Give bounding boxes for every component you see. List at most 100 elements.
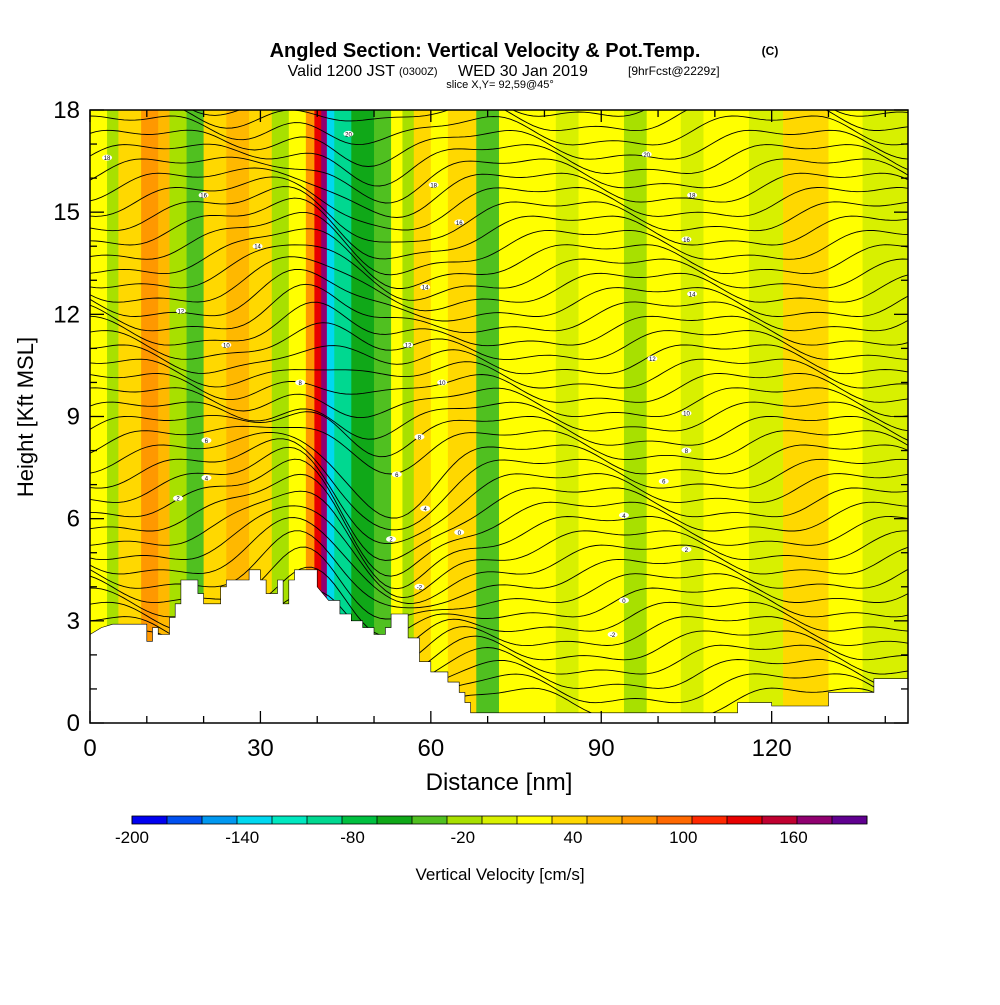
theta-label-bg-28	[658, 478, 669, 485]
colorbar-bin-17	[727, 816, 763, 824]
colorbar-bin-3	[237, 816, 273, 824]
colorbar-bin-14	[622, 816, 658, 824]
y-tick-label-5: 15	[53, 199, 80, 226]
y-axis-label: Height [Kft MSL]	[13, 337, 38, 497]
velocity-band-13	[314, 110, 322, 723]
velocity-band-1	[107, 110, 119, 723]
y-tick-label-3: 9	[67, 404, 80, 431]
theta-label-bg-21	[641, 151, 652, 158]
theta-contour-34	[90, 186, 908, 243]
theta-label-24: 14	[689, 292, 696, 298]
theta-label-bg-22	[687, 192, 698, 199]
theta-label-11: 16	[456, 221, 463, 227]
theta-label-30: 2	[685, 548, 689, 554]
x-tick-label-4: 120	[752, 735, 792, 762]
colorbar-tick-label-5: 100	[669, 828, 697, 847]
velocity-band-16	[334, 110, 352, 723]
velocity-band-19	[391, 110, 403, 723]
theta-contour-31	[90, 228, 908, 289]
theta-label-20: -2	[417, 585, 423, 591]
theta-label-2: 14	[254, 245, 261, 251]
colorbar-bin-19	[797, 816, 833, 824]
colorbar-bin-1	[167, 816, 203, 824]
colorbar-bin-8	[412, 816, 448, 824]
chart-title-unit: (C)	[762, 44, 779, 58]
theta-label-29: 4	[622, 514, 626, 520]
theta-contour-33	[90, 197, 908, 260]
theta-contour-39	[90, 129, 908, 167]
theta-contour-18	[90, 425, 908, 475]
velocity-band-30	[680, 110, 704, 723]
theta-label-bg-11	[454, 219, 465, 226]
velocity-band-12	[305, 110, 315, 723]
theta-label-bg-10	[428, 181, 439, 188]
theta-contour-26	[90, 301, 908, 347]
colorbar-bin-18	[762, 816, 798, 824]
colorbar-tick-label-1: -140	[225, 828, 259, 847]
theta-label-bg-9	[343, 130, 354, 137]
y-tick-label-2: 6	[67, 506, 80, 533]
theta-label-31: 0	[622, 599, 626, 605]
colorbar-bin-9	[447, 816, 483, 824]
velocity-band-10	[271, 110, 290, 723]
theta-contour-21	[90, 387, 908, 419]
terrain-mask	[89, 569, 909, 724]
valid-time-prefix: Valid 1200 JST	[288, 63, 396, 80]
theta-contour-23	[90, 358, 908, 389]
theta-label-19: 0	[458, 531, 462, 537]
theta-label-32: -2	[610, 633, 616, 639]
theta-label-18: 2	[389, 538, 393, 544]
theta-label-bg-29	[618, 512, 629, 519]
theta-label-28: 6	[662, 480, 666, 486]
velocity-band-20	[402, 110, 415, 723]
theta-label-6: 6	[205, 439, 209, 445]
theta-label-bg-20	[414, 583, 425, 590]
theta-label-16: 6	[395, 473, 399, 479]
theta-label-bg-30	[681, 546, 692, 553]
theta-label-12: 14	[422, 286, 429, 292]
theta-label-bg-13	[403, 341, 414, 348]
colorbar-bin-12	[552, 816, 588, 824]
theta-label-1: 16	[200, 194, 207, 200]
x-tick-label-3: 90	[588, 735, 615, 762]
theta-contour-27	[90, 283, 908, 334]
theta-label-8: 2	[176, 497, 180, 503]
theta-label-bg-23	[681, 236, 692, 243]
theta-contour-15	[90, 446, 908, 545]
x-tick-label-1: 30	[247, 735, 274, 762]
theta-label-bg-15	[414, 433, 425, 440]
colorbar-bin-10	[482, 816, 518, 824]
velocity-band-4	[158, 110, 171, 723]
colorbar-bin-20	[832, 816, 868, 824]
x-tick-label-2: 60	[417, 735, 444, 762]
x-tick-label-0: 0	[83, 735, 96, 762]
theta-contour-36	[90, 167, 908, 218]
theta-contour-24	[90, 344, 908, 375]
velocity-band-21	[413, 110, 432, 723]
theta-contour-12	[90, 490, 908, 590]
theta-contour-13	[90, 473, 908, 577]
theta-label-bg-5	[295, 379, 306, 386]
valid-time-date: WED 30 Jan 2019	[458, 63, 588, 80]
velocity-band-18	[374, 110, 392, 723]
theta-label-10: 18	[430, 183, 437, 189]
theta-contour-16	[90, 438, 908, 531]
velocity-band-33	[783, 110, 829, 723]
theta-contours	[90, 110, 908, 723]
colorbar-frame	[131, 815, 868, 825]
theta-contour-10	[90, 517, 908, 604]
theta-label-27: 8	[685, 449, 689, 455]
theta-contour-37	[90, 156, 908, 204]
colorbar-bin-13	[587, 816, 623, 824]
theta-contour-32	[90, 211, 908, 276]
theta-label-bg-3	[175, 307, 186, 314]
theta-label-bg-4	[221, 341, 232, 348]
theta-label-4: 10	[223, 343, 230, 349]
theta-contour-22	[90, 373, 908, 403]
theta-label-25: 12	[649, 357, 656, 363]
theta-contour-28	[90, 268, 908, 322]
velocity-band-27	[578, 110, 625, 723]
chart-title: Angled Section: Vertical Velocity & Pot.…	[270, 40, 701, 62]
theta-label-bg-25	[647, 355, 658, 362]
theta-contour-41	[182, 110, 908, 132]
